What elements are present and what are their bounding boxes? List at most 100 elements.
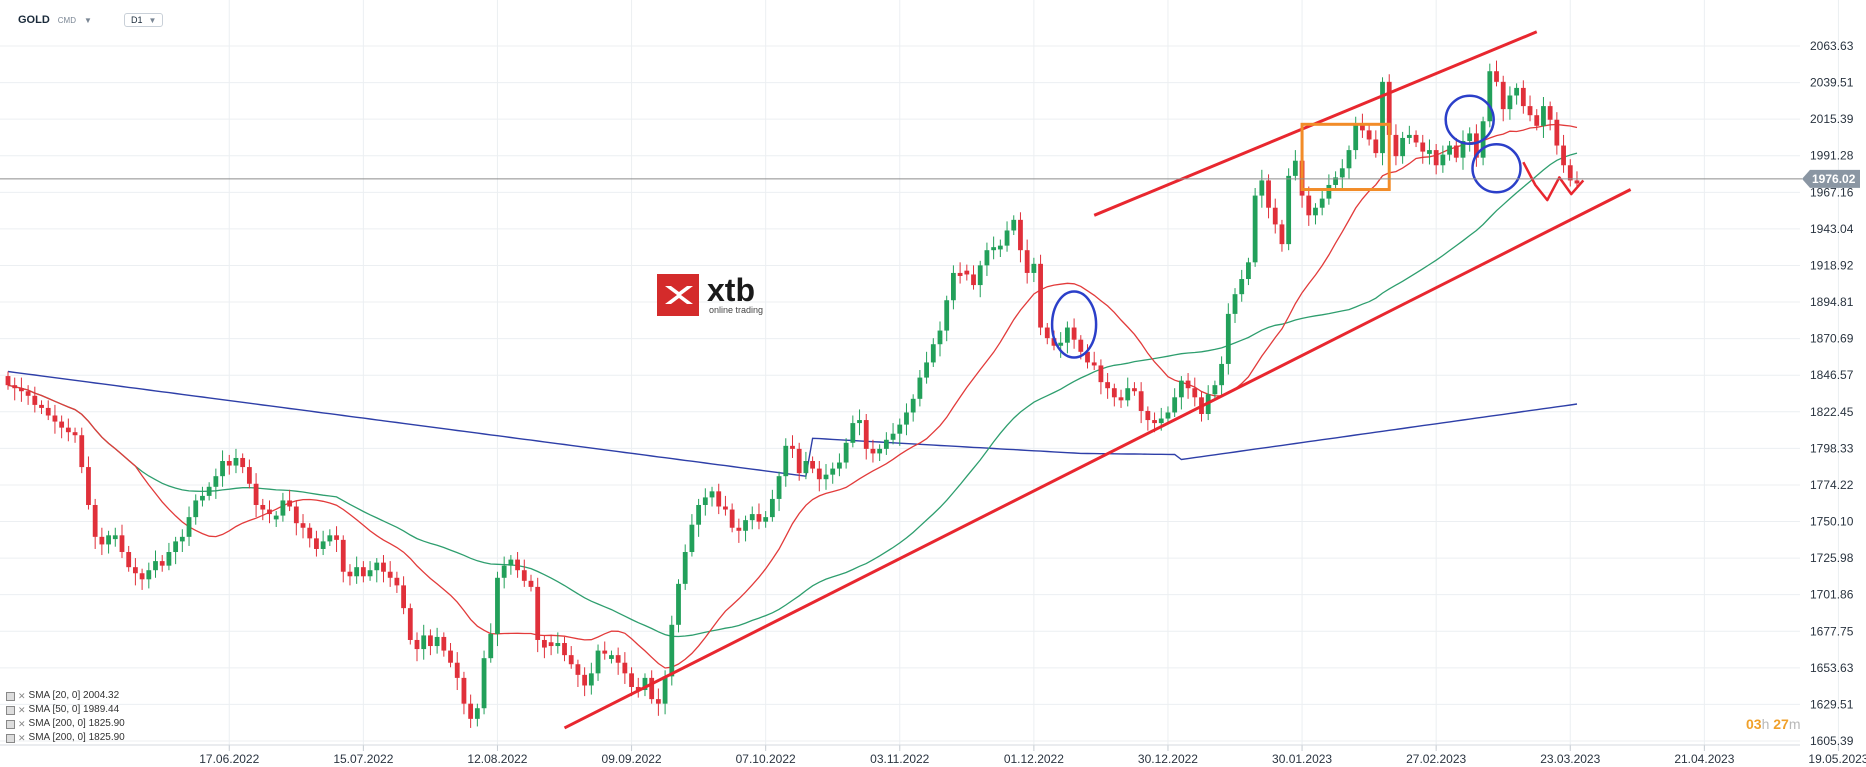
candle-body [696, 504, 702, 525]
price-axis[interactable]: 2063.63 2039.51 2015.39 1991.28 1967.16 1943.… [1810, 39, 1854, 748]
candle [1105, 373, 1111, 399]
projection-path[interactable] [1522, 161, 1585, 202]
candle [112, 527, 118, 547]
candle [1514, 83, 1520, 105]
marker-circle[interactable] [1050, 290, 1098, 359]
candle [186, 506, 192, 546]
candle [877, 444, 883, 462]
marker-circle[interactable] [1471, 143, 1522, 194]
time-tick-label: 30.12.2022 [1138, 752, 1198, 766]
settings-icon[interactable] [6, 719, 15, 729]
candle [991, 236, 997, 260]
candle [213, 468, 219, 499]
candle [723, 495, 728, 516]
candle-body [1071, 327, 1077, 340]
candle [1259, 169, 1265, 208]
candle-body [320, 541, 326, 549]
candle-body [421, 635, 427, 650]
candle [1185, 373, 1191, 399]
price-tick-label: 1677.75 [1810, 624, 1854, 638]
candle [1085, 344, 1090, 369]
candle-body [1125, 388, 1131, 401]
candle [1447, 140, 1452, 161]
candle [944, 295, 950, 342]
candle-body [253, 483, 259, 505]
candle-body [669, 624, 675, 677]
candle [340, 535, 346, 583]
candle-body [837, 462, 842, 469]
candle-body [1373, 139, 1379, 154]
candle [1319, 191, 1325, 216]
candle-body [1541, 106, 1546, 126]
candle [515, 552, 520, 578]
timeframe-select[interactable]: D1 ▼ [124, 13, 164, 27]
close-icon[interactable]: ✕ [18, 691, 26, 701]
settings-icon[interactable] [6, 705, 15, 715]
candle [79, 427, 85, 474]
candle [441, 632, 447, 657]
candle-body [139, 573, 145, 580]
legend-item[interactable]: ✕ SMA [50, 0] 1989.44 [6, 703, 125, 717]
candle [850, 415, 856, 448]
close-icon[interactable]: ✕ [18, 705, 26, 715]
symbol-name[interactable]: GOLD [18, 14, 50, 26]
candle-body [1473, 133, 1479, 158]
close-icon[interactable]: ✕ [18, 733, 26, 743]
legend-item[interactable]: ✕ SMA [200, 0] 1825.90 [6, 717, 125, 731]
settings-icon[interactable] [6, 733, 15, 743]
candle [796, 442, 802, 481]
candle-body [1279, 224, 1285, 245]
candle [1406, 125, 1412, 145]
price-tick-label: 1629.51 [1810, 697, 1854, 711]
legend-item[interactable]: ✕ SMA [20, 0] 2004.32 [6, 689, 125, 703]
candle [59, 415, 65, 439]
close-icon[interactable]: ✕ [18, 719, 26, 729]
candle [72, 427, 78, 443]
candle-body [1292, 160, 1298, 176]
instrument-header[interactable]: GOLD CMD ▼ [18, 14, 92, 26]
settings-icon[interactable] [6, 691, 15, 701]
chart-grid [0, 0, 1839, 749]
candle-body [220, 461, 225, 477]
candle-body [857, 420, 862, 424]
candle-body [568, 655, 574, 665]
candle [200, 486, 205, 507]
candle-body [193, 500, 199, 518]
candle [12, 377, 18, 401]
drawing-annotations[interactable] [563, 30, 1632, 730]
candle-body [850, 423, 856, 443]
candle-body [615, 655, 621, 663]
current-price-tag [1802, 169, 1860, 188]
candle-body [173, 541, 179, 553]
time-axis[interactable]: 17.06.2022 15.07.2022 12.08.2022 09.09.2022… [0, 744, 1866, 766]
candle-body [535, 586, 541, 640]
price-tick-label: 1991.28 [1810, 149, 1854, 163]
candle-body [1433, 150, 1439, 166]
candle [1547, 101, 1553, 131]
candle [937, 321, 943, 357]
candle [52, 404, 58, 434]
candle [977, 260, 983, 298]
candle-body [1031, 263, 1037, 273]
candle-body [1386, 81, 1392, 135]
candle-body [367, 570, 373, 577]
candle-body [213, 476, 219, 487]
consolidation-box[interactable] [1300, 122, 1391, 192]
candle-body [548, 642, 554, 647]
chevron-down-icon[interactable]: ▼ [84, 15, 92, 25]
channel-lower-line[interactable] [563, 188, 1632, 730]
candle-body [106, 535, 111, 545]
candle-body [52, 415, 58, 422]
candle [354, 556, 360, 584]
candle [307, 523, 313, 548]
candle [863, 413, 869, 460]
sma-20-path [7, 123, 1578, 669]
price-tick-label: 1798.33 [1810, 441, 1854, 455]
legend-item[interactable]: ✕ SMA [200, 0] 1825.90 [6, 731, 125, 745]
candle [1239, 269, 1245, 302]
candle-body [126, 552, 132, 568]
marker-circle[interactable] [1444, 94, 1495, 146]
legend-label: SMA [200, 0] 1825.90 [28, 718, 125, 729]
candle-body [246, 467, 252, 484]
